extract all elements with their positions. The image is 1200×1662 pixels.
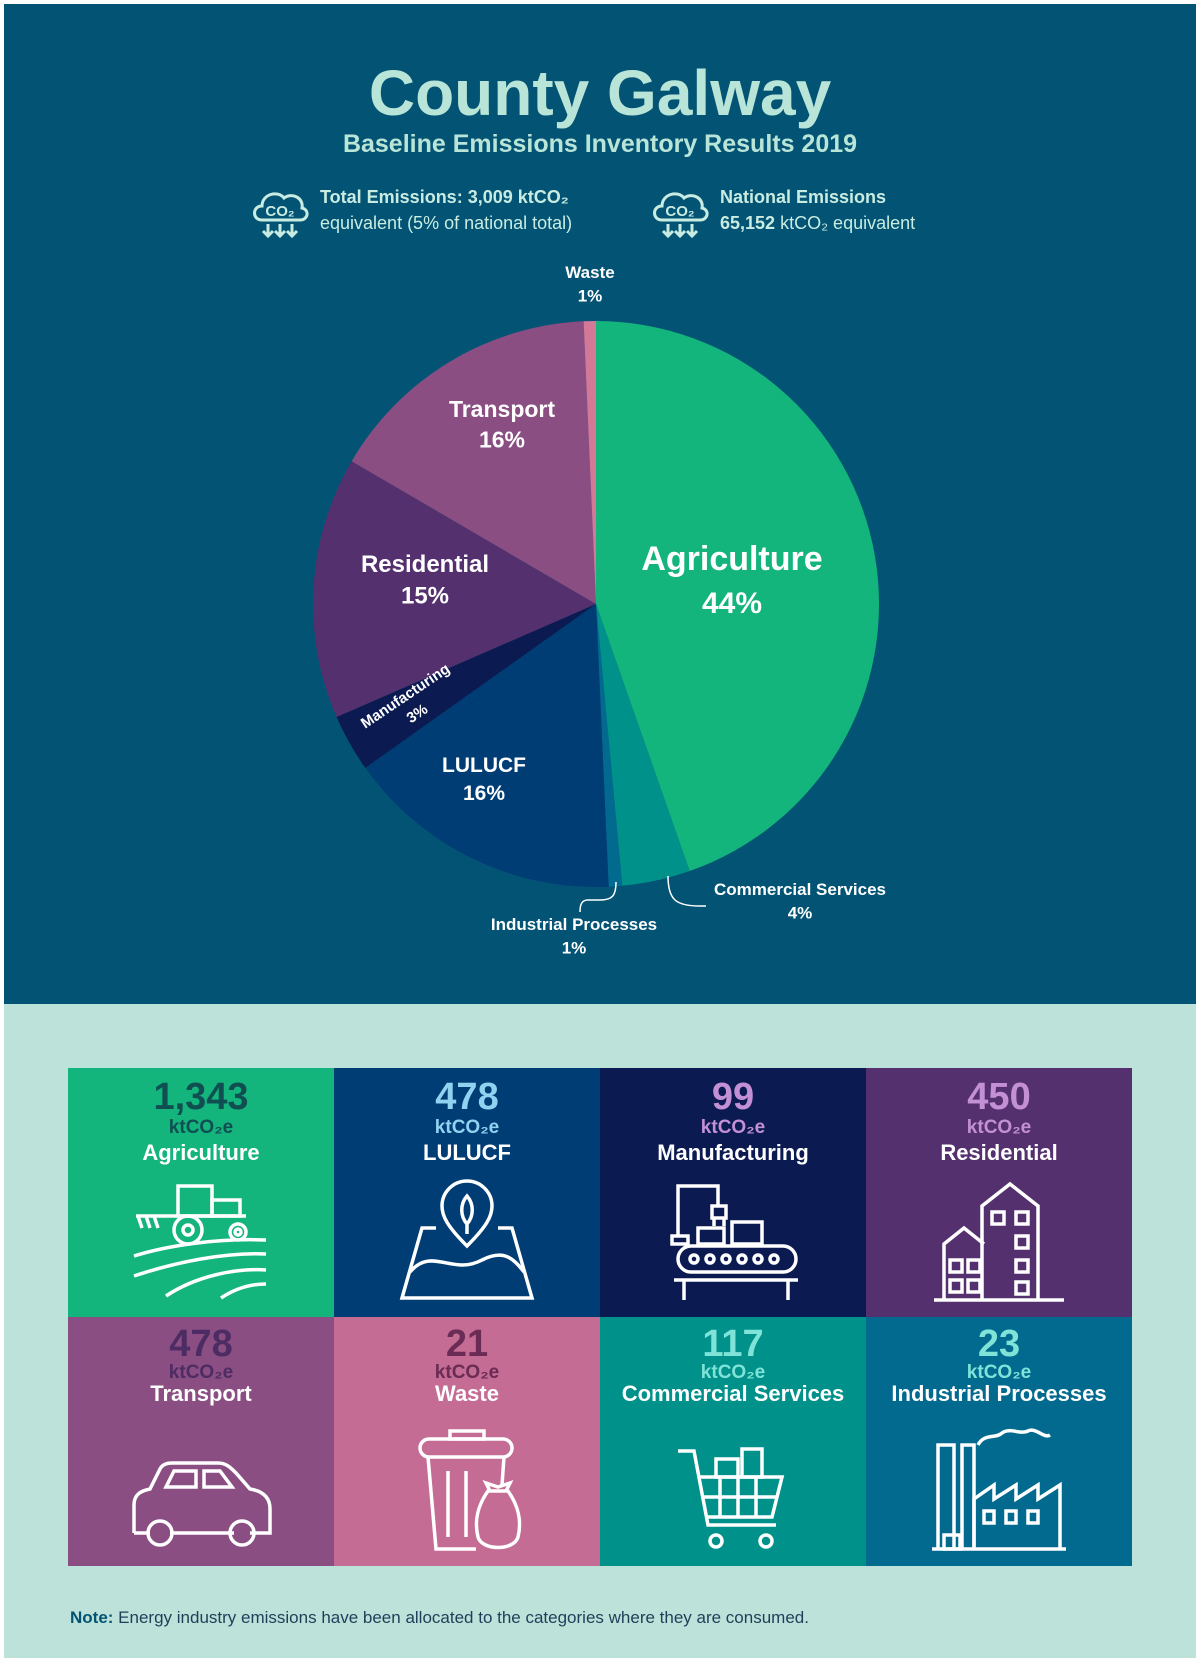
pie-label-transport: Transport 16% — [449, 396, 555, 452]
footnote-text: Energy industry emissions have been allo… — [113, 1608, 809, 1627]
tile-agriculture: 1,343 ktCO₂e Agriculture — [68, 1068, 334, 1317]
factory-conveyor-icon — [670, 1184, 798, 1300]
tile-value: 99 — [711, 1076, 755, 1118]
pie-slice-agriculture — [596, 321, 880, 872]
tile-manufacturing: 99 ktCO₂e Manufacturing — [600, 1068, 866, 1317]
pie-label-name: Commercial Services — [714, 880, 886, 899]
tile-industrial-processes: 23 ktCO₂e Industrial Processes — [866, 1317, 1132, 1566]
svg-text:CO₂: CO₂ — [665, 203, 694, 220]
tile-name: Transport — [150, 1381, 252, 1406]
co2-cloud-icon: CO₂ — [253, 192, 309, 239]
tile-name: Commercial Services — [621, 1381, 845, 1406]
pie-slice-waste — [583, 321, 596, 604]
tile-name: LULUCF — [423, 1140, 511, 1165]
tile-lulucf: 478 ktCO₂e LULUCF — [334, 1068, 600, 1317]
tile-unit: ktCO₂e — [966, 1362, 1032, 1383]
pie-label-name: Agriculture — [641, 540, 822, 578]
tile-unit: ktCO₂e — [434, 1362, 500, 1383]
tile-unit: ktCO₂e — [168, 1362, 234, 1383]
pie-slice-industrial-processes — [596, 604, 623, 887]
tile-name: Agriculture — [142, 1140, 260, 1165]
tile-waste: 21 ktCO₂e Waste — [334, 1317, 600, 1566]
tile-unit: ktCO₂e — [700, 1117, 766, 1138]
tile-value: 21 — [445, 1323, 489, 1365]
pie-label-industrial-processes: Industrial Processes 1% — [491, 915, 657, 958]
pie-label-name: Industrial Processes — [491, 915, 657, 934]
emissions-pie-chart: Agriculture 44% Commercial Services 4% Indus… — [313, 263, 886, 958]
pie-slice-lulucf — [365, 604, 609, 887]
pie-label-percent: 44% — [702, 587, 762, 620]
tile-name: Manufacturing — [657, 1140, 809, 1165]
buildings-icon — [934, 1181, 1064, 1302]
pie-label-percent: 1% — [562, 939, 587, 958]
page-subtitle: Baseline Emissions Inventory Results 201… — [342, 130, 858, 158]
pie-label-commercial-services: Commercial Services 4% — [714, 880, 886, 923]
total-emissions-stat: CO₂ Total Emissions: 3,009 ktCO₂ equival… — [248, 184, 572, 240]
tile-name: Industrial Processes — [891, 1381, 1107, 1406]
tractor-icon — [133, 1184, 267, 1300]
tile-unit: ktCO₂e — [966, 1117, 1032, 1138]
trash-bin-icon — [418, 1429, 522, 1551]
pie-slice-transport — [351, 321, 596, 604]
tile-value: 450 — [967, 1076, 1031, 1118]
leader-line-commercial-services — [667, 875, 706, 907]
pie-label-agriculture: Agriculture 44% — [641, 540, 822, 620]
tile-value: 23 — [977, 1323, 1021, 1365]
tile-name: Residential — [940, 1140, 1058, 1165]
pie-label-percent: 1% — [578, 287, 603, 306]
sector-tiles: 1,343 ktCO₂e Agriculture 478 ktCO₂e LULU… — [68, 1068, 1132, 1566]
tile-value: 1,343 — [153, 1076, 249, 1118]
page-title: County Galway — [368, 57, 832, 129]
footnote-label: Note: — [70, 1608, 114, 1627]
tile-commercial-services: 117 ktCO₂e Commercial Services — [600, 1317, 866, 1566]
pie-label-percent: 4% — [788, 904, 813, 923]
national-emissions-unit: ktCO₂ equivalent — [775, 213, 916, 233]
national-emissions-stat: CO₂ National Emissions 65,152 ktCO₂ equi… — [648, 184, 915, 240]
tile-transport: 478 ktCO₂e Transport — [68, 1317, 334, 1566]
car-icon — [132, 1461, 272, 1547]
tile-unit: ktCO₂e — [168, 1117, 234, 1138]
tile-value: 117 — [702, 1323, 764, 1365]
pie-label-percent: 16% — [479, 426, 525, 452]
tile-unit: ktCO₂e — [700, 1362, 766, 1383]
industrial-plant-icon — [932, 1428, 1066, 1551]
pie-slice-residential — [313, 461, 596, 718]
national-emissions-value: 65,152 — [720, 213, 776, 233]
leader-line-industrial-processes — [579, 881, 617, 913]
tile-value: 478 — [435, 1076, 499, 1118]
national-emissions-line1: National Emissions — [720, 187, 887, 207]
svg-text:CO₂: CO₂ — [265, 203, 294, 220]
shopping-cart-icon — [678, 1447, 785, 1549]
land-pin-icon — [399, 1179, 535, 1300]
pie-label-residential: Residential 15% — [361, 551, 489, 610]
footnote: Note: Energy industry emissions have bee… — [70, 1608, 809, 1628]
tile-value: 478 — [169, 1323, 233, 1365]
pie-label-waste: Waste 1% — [565, 263, 614, 306]
total-emissions-line2: equivalent (5% of national total) — [320, 213, 573, 233]
pie-label-name: Transport — [449, 396, 555, 422]
pie-label-lulucf: LULUCF 16% — [442, 754, 526, 805]
pie-label-name: Residential — [361, 551, 489, 578]
pie-slice-manufacturing — [336, 604, 596, 768]
tile-residential: 450 ktCO₂e Residential — [866, 1068, 1132, 1317]
pie-label-name: LULUCF — [442, 754, 526, 777]
pie-label-percent: 15% — [401, 583, 449, 610]
tile-unit: ktCO₂e — [434, 1117, 500, 1138]
pie-slice-commercial-services — [596, 604, 690, 886]
co2-cloud-icon: CO₂ — [653, 192, 709, 239]
tile-name: Waste — [435, 1381, 499, 1406]
pie-label-percent: 16% — [463, 782, 505, 805]
total-emissions-line1: Total Emissions: 3,009 ktCO₂ — [320, 187, 569, 207]
pie-label-name: Waste — [565, 263, 614, 282]
